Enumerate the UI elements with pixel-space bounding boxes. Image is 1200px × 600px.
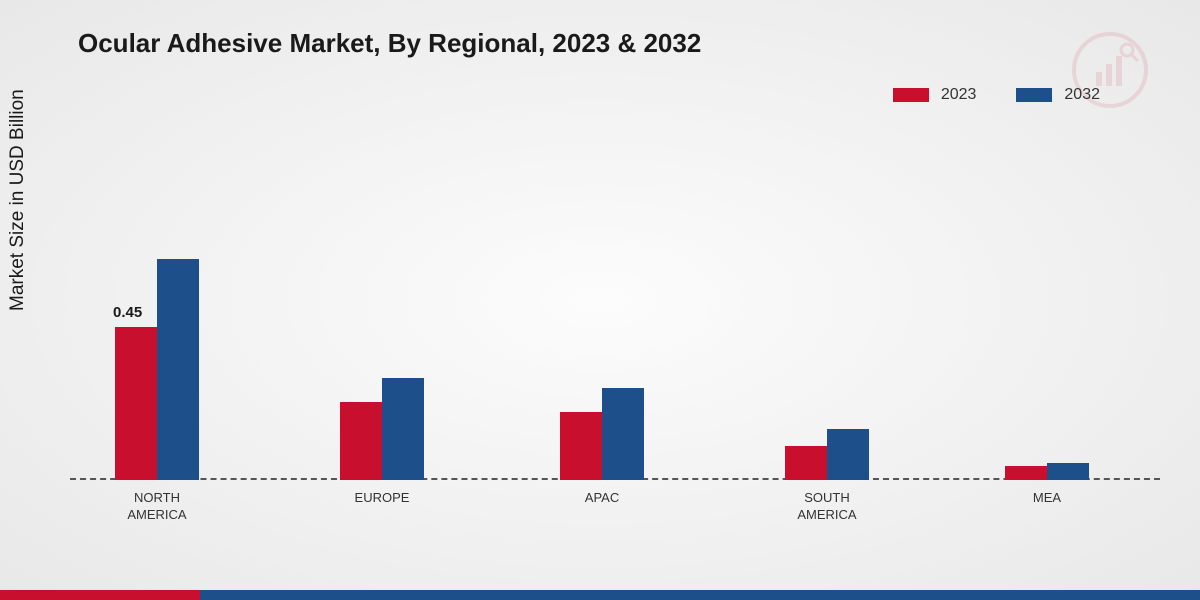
bar-group [560,388,644,480]
x-tick-label: SOUTH AMERICA [755,490,899,524]
bar-group [115,259,199,480]
bar-value-label: 0.45 [113,304,142,321]
bar-2032 [1047,463,1089,480]
bar-group [785,429,869,480]
bar-2023 [1005,466,1047,480]
chart-legend: 2023 2032 [893,86,1100,104]
legend-swatch [1016,88,1052,102]
chart-title: Ocular Adhesive Market, By Regional, 202… [78,28,701,59]
x-tick-label: APAC [530,490,674,507]
y-axis-label: Market Size in USD Billion [7,89,29,311]
bar-2032 [382,378,424,480]
bar-2023 [115,327,157,480]
bar-2023 [340,402,382,480]
x-tick-label: MEA [975,490,1119,507]
bar-2023 [560,412,602,480]
footer-blue-segment [200,590,1200,600]
bar-2023 [785,446,827,480]
legend-item-2032: 2032 [1016,86,1100,104]
bar-2032 [157,259,199,480]
bar-2032 [827,429,869,480]
bar-2032 [602,388,644,480]
legend-label: 2032 [1064,86,1100,104]
legend-label: 2023 [941,86,977,104]
x-tick-label: EUROPE [310,490,454,507]
bar-group [340,378,424,480]
bar-group [1005,463,1089,480]
footer-accent-bar [0,590,1200,600]
legend-swatch [893,88,929,102]
footer-red-segment [0,590,200,600]
plot-area: 0.45 [70,140,1160,480]
legend-item-2023: 2023 [893,86,977,104]
x-tick-label: NORTH AMERICA [85,490,229,524]
